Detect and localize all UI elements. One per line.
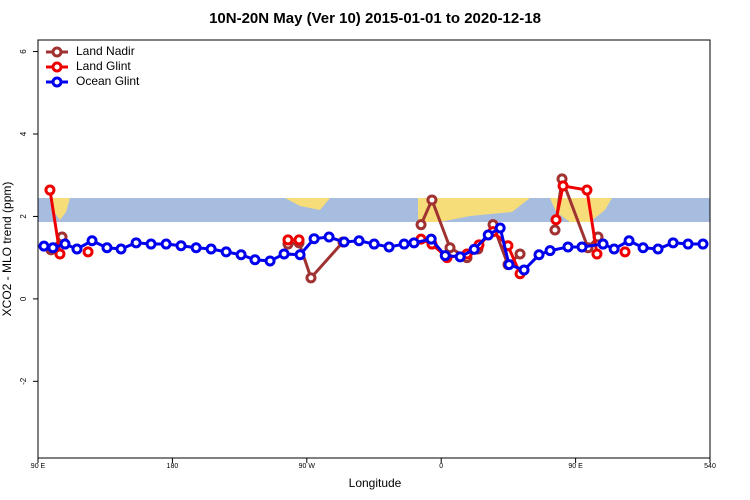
data-point xyxy=(383,241,395,253)
data-point xyxy=(54,248,66,260)
data-point xyxy=(205,243,217,255)
data-point xyxy=(338,236,350,248)
data-point xyxy=(220,246,232,258)
y-tick-label: 2 xyxy=(19,214,28,219)
legend-label: Land Nadir xyxy=(76,44,135,58)
data-point xyxy=(454,251,466,263)
legend-marker xyxy=(51,76,63,88)
chart-title: 10N-20N May (Ver 10) 2015-01-01 to 2020-… xyxy=(209,10,541,27)
legend-marker xyxy=(51,61,63,73)
data-point xyxy=(293,234,305,246)
map-band xyxy=(38,198,710,222)
x-axis-label: Longitude xyxy=(349,476,402,490)
data-point xyxy=(130,237,142,249)
land-shape xyxy=(418,198,530,222)
y-tick-label: -2 xyxy=(19,377,28,385)
data-point xyxy=(82,246,94,258)
data-point xyxy=(408,237,420,249)
data-point xyxy=(71,243,83,255)
data-point xyxy=(86,235,98,247)
legend-label: Land Glint xyxy=(76,59,131,73)
data-point xyxy=(59,238,71,250)
legend-label: Ocean Glint xyxy=(76,74,140,88)
legend-marker xyxy=(51,46,63,58)
data-point xyxy=(47,242,59,254)
data-point xyxy=(581,184,593,196)
plot-frame xyxy=(37,39,711,459)
data-point xyxy=(444,242,456,254)
land-shape xyxy=(550,198,612,222)
data-point xyxy=(368,238,380,250)
data-point xyxy=(619,246,631,258)
data-point xyxy=(190,242,202,254)
land-shape xyxy=(50,198,70,220)
data-point xyxy=(282,234,294,246)
data-point xyxy=(323,231,335,243)
x-tick-label: 90 E xyxy=(31,463,46,470)
data-point xyxy=(544,245,556,257)
data-point xyxy=(44,184,56,196)
data-point xyxy=(398,238,410,250)
data-point xyxy=(175,240,187,252)
data-point xyxy=(468,243,480,255)
data-point xyxy=(160,238,172,250)
data-point xyxy=(667,237,679,249)
data-point xyxy=(503,259,515,271)
data-point xyxy=(426,194,438,206)
x-tick-label: 90 W xyxy=(299,463,316,470)
data-point xyxy=(353,235,365,247)
data-point xyxy=(576,241,588,253)
x-tick-label: 540 xyxy=(704,463,716,470)
land-shape xyxy=(285,198,330,210)
data-point xyxy=(425,233,437,245)
data-point xyxy=(145,238,157,250)
data-point xyxy=(439,250,451,262)
data-point xyxy=(264,255,276,267)
data-point xyxy=(249,254,261,266)
data-point xyxy=(294,249,306,261)
data-point xyxy=(557,180,569,192)
data-point xyxy=(115,243,127,255)
data-point xyxy=(549,224,561,236)
data-point xyxy=(278,248,290,260)
data-point xyxy=(482,229,494,241)
data-point xyxy=(637,242,649,254)
y-tick-label: 4 xyxy=(19,131,28,136)
data-point xyxy=(550,214,562,226)
data-point xyxy=(608,243,620,255)
data-point xyxy=(518,264,530,276)
data-point xyxy=(305,272,317,284)
x-tick-label: 180 xyxy=(167,463,179,470)
data-point xyxy=(652,243,664,255)
data-point xyxy=(697,238,709,250)
series-line xyxy=(49,178,600,281)
y-tick-label: 6 xyxy=(19,49,28,54)
data-point xyxy=(597,238,609,250)
data-point xyxy=(533,249,545,261)
data-point xyxy=(101,242,113,254)
data-point xyxy=(494,222,506,234)
data-point xyxy=(415,219,427,231)
data-point xyxy=(562,241,574,253)
y-axis-label: XCO2 - MLO trend (ppm) xyxy=(0,182,14,317)
data-point xyxy=(308,233,320,245)
data-point xyxy=(623,235,635,247)
x-tick-label: 0 xyxy=(439,463,443,470)
data-point xyxy=(38,240,50,252)
data-point xyxy=(514,248,526,260)
y-tick-label: 0 xyxy=(19,296,28,301)
x-tick-label: 90 E xyxy=(568,463,583,470)
data-point xyxy=(235,249,247,261)
data-point xyxy=(591,248,603,260)
data-point xyxy=(682,238,694,250)
